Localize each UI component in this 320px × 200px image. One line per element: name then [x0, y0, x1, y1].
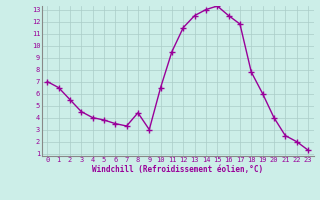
X-axis label: Windchill (Refroidissement éolien,°C): Windchill (Refroidissement éolien,°C): [92, 165, 263, 174]
